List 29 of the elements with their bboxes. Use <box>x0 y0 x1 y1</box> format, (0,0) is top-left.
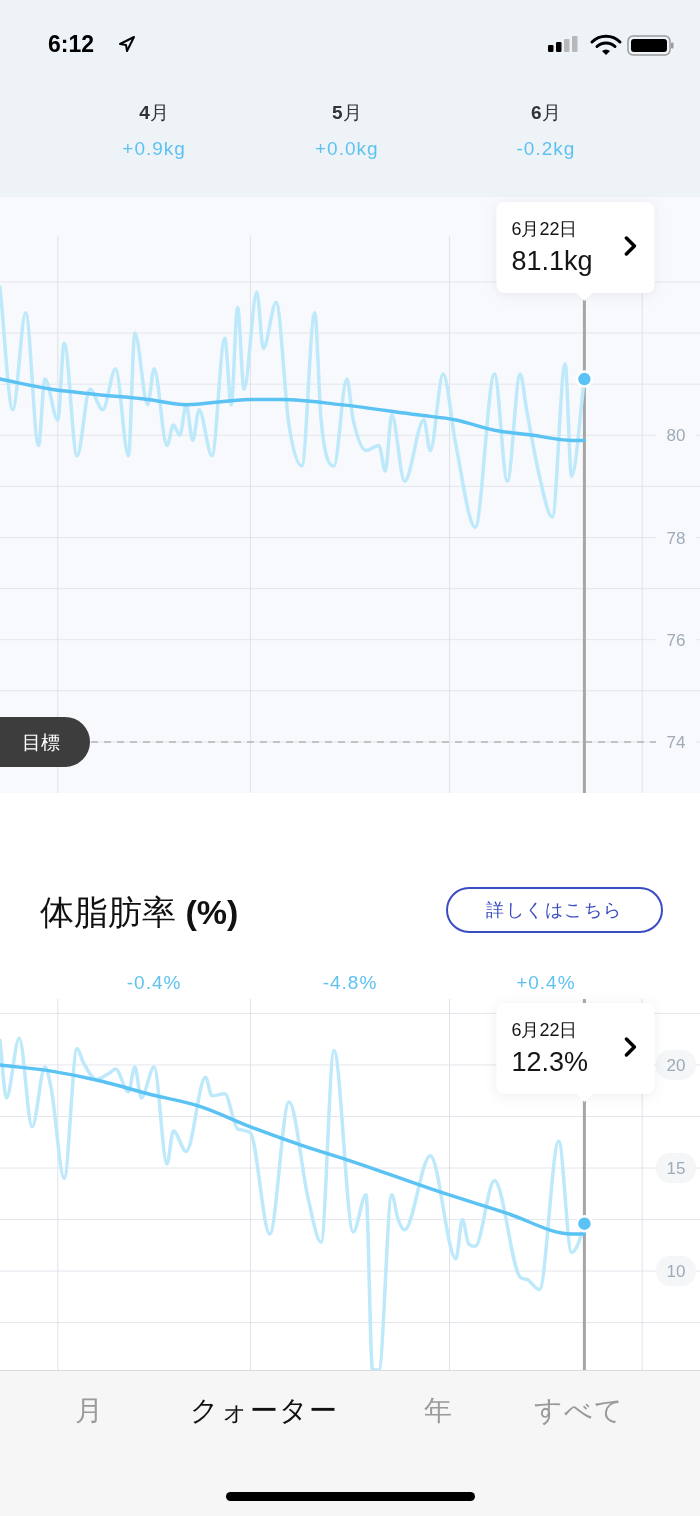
text: -0.4% <box>126 971 182 993</box>
text: クォーター <box>190 1394 338 1426</box>
y-tick-label: 80 <box>666 425 686 445</box>
text: +0.0kg <box>315 137 379 159</box>
x-tick-label: 5月 <box>332 101 362 123</box>
y-tick-label: 10 <box>666 1261 686 1281</box>
text: +0.9kg <box>122 137 186 159</box>
y-tick-label: 74 <box>666 732 686 752</box>
y-tick-label: 20 <box>666 1055 686 1075</box>
line-series <box>0 377 587 443</box>
y-tick-label: 15 <box>666 1158 686 1178</box>
text: 詳しくはこちら <box>486 900 623 920</box>
annotation: 81.1kg <box>511 246 593 276</box>
text: -4.8% <box>322 971 378 993</box>
x-tick-label: 6月 <box>531 101 561 123</box>
text: 6:12 <box>48 31 95 57</box>
y-tick-label: 78 <box>666 528 686 547</box>
text: 月 <box>74 1394 104 1426</box>
annotation: 12.3% <box>511 1047 588 1077</box>
annotation: 6月22日 <box>511 219 578 239</box>
x-tick-label: 4月 <box>139 101 169 123</box>
text: -0.2kg <box>516 137 576 159</box>
text: 年 <box>423 1394 453 1426</box>
text: すべて <box>534 1394 624 1426</box>
ref-line-label: 目標 <box>22 731 60 753</box>
y-tick-label: 76 <box>666 630 686 650</box>
annotation: 6月22日 <box>511 1020 578 1040</box>
chart-title: 体脂肪率 (%) <box>40 893 239 931</box>
text: +0.4% <box>516 971 576 993</box>
